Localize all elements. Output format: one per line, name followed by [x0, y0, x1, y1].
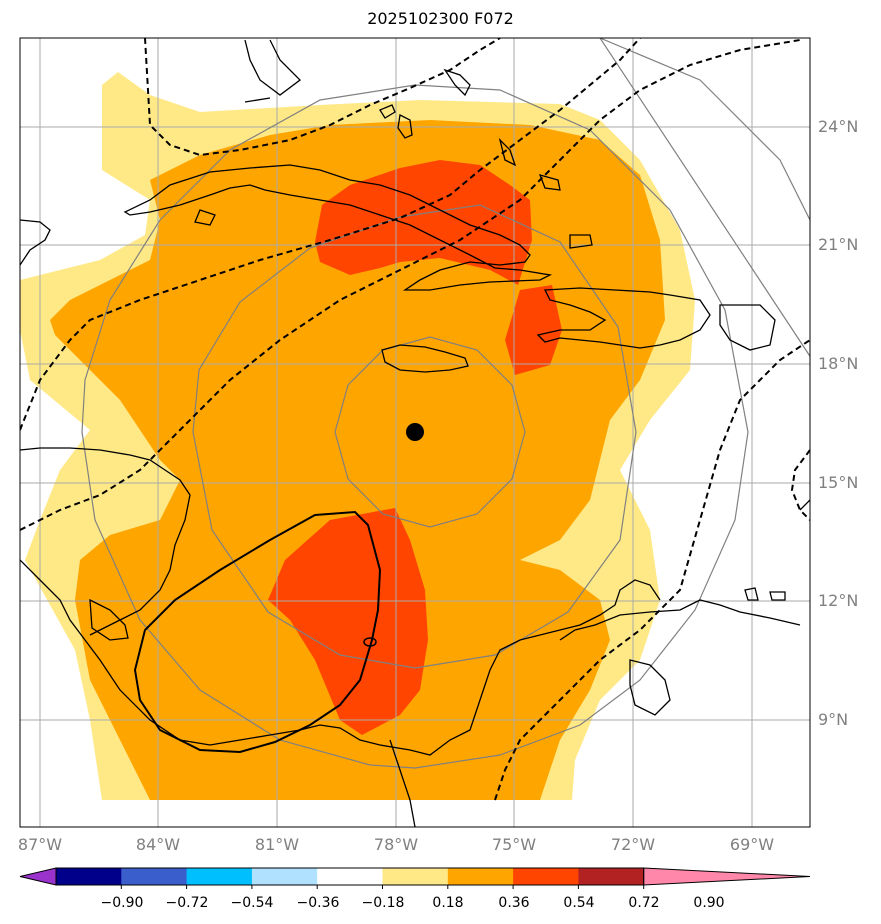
colorbar-tick-label: 0.18	[432, 895, 464, 911]
colorbar-tick-label: 0.54	[563, 895, 595, 911]
colorbar-segment	[186, 868, 253, 885]
lat-label-21n: 21°N	[818, 235, 859, 254]
storm-center-dot	[406, 423, 424, 441]
contour-fill-high-south	[268, 508, 428, 735]
lat-label-18n: 18°N	[818, 354, 859, 373]
colorbar-tick-label: −0.36	[296, 895, 340, 911]
colorbar-segment	[121, 868, 188, 885]
map-title: 2025102300 F072	[367, 9, 514, 28]
colorbar-segment	[317, 868, 383, 885]
colorbar-segment	[578, 868, 645, 885]
lat-label-9n: 9°N	[818, 710, 849, 729]
track-outline	[133, 510, 382, 754]
dashed-contours	[20, 38, 810, 801]
contour-fill-high-north	[315, 160, 532, 285]
colorbar-frame	[55, 867, 645, 886]
lon-label-72w: 72°W	[610, 835, 656, 854]
colorbar-tick-label: 0.72	[628, 895, 660, 911]
lon-label-75w: 75°W	[491, 835, 537, 854]
lat-label-12n: 12°N	[818, 591, 859, 610]
colorbar-segment	[56, 868, 122, 885]
lon-label-84w: 84°W	[135, 835, 181, 854]
colorbar-extend-low	[19, 867, 57, 886]
track-marker-ellipse	[363, 637, 377, 647]
lon-label-78w: 78°W	[373, 835, 419, 854]
map-frame	[19, 37, 811, 828]
contour-fill-high-east	[505, 285, 562, 375]
colorbar-segment	[382, 868, 449, 885]
colorbar-tick-label: −0.18	[361, 895, 405, 911]
colorbar-tick-label: 0.90	[693, 895, 725, 911]
contour-fill-mid	[50, 120, 665, 800]
colorbar-tick-label: 0.36	[498, 895, 530, 911]
lat-label-15n: 15°N	[818, 473, 859, 492]
colorbar-segment	[447, 868, 514, 885]
colorbar	[19, 867, 811, 889]
gridlines	[20, 38, 810, 827]
lon-label-81w: 81°W	[254, 835, 300, 854]
lon-label-87w: 87°W	[17, 835, 63, 854]
colorbar-tick-label: −0.90	[100, 895, 144, 911]
lat-label-24n: 24°N	[818, 117, 859, 136]
lon-label-69w: 69°W	[729, 835, 775, 854]
colorbar-extend-high	[643, 867, 811, 886]
colorbar-segment	[513, 868, 579, 885]
colorbar-tick-label: −0.54	[230, 895, 274, 911]
colorbar-tick-label: −0.72	[165, 895, 209, 911]
colorbar-segment	[251, 868, 318, 885]
coastlines	[20, 39, 810, 827]
